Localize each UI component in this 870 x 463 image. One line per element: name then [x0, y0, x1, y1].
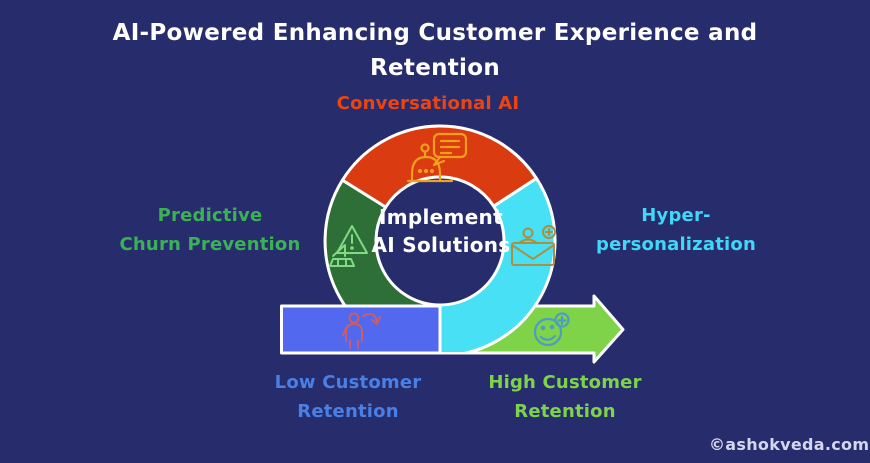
personalized-email-icon: [511, 225, 556, 266]
label-hyper-personalization: Hyper- personalization: [596, 205, 756, 255]
label-high-customer-retention: High Customer Retention: [488, 372, 642, 422]
risk-warning-icon: [329, 225, 368, 267]
watermark: ©ashokveda.com: [709, 435, 870, 454]
page-title: AI-Powered Enhancing Customer Experience…: [45, 16, 825, 85]
label-conversational-ai: Conversational AI: [336, 93, 520, 114]
page-title-line1: AI-Powered Enhancing Customer Experience…: [112, 20, 758, 46]
happy-customer-icon: [533, 312, 570, 347]
chatbot-icon: [406, 132, 468, 183]
leaving-customer-icon: [342, 312, 381, 349]
cycle-center-label: Implement AI Solutions: [371, 205, 511, 258]
page-title-line2: Retention: [369, 54, 501, 81]
label-low-customer-retention: Low Customer Retention: [274, 372, 422, 422]
label-predictive-churn-prevention: Predictive Churn Prevention: [119, 205, 301, 255]
